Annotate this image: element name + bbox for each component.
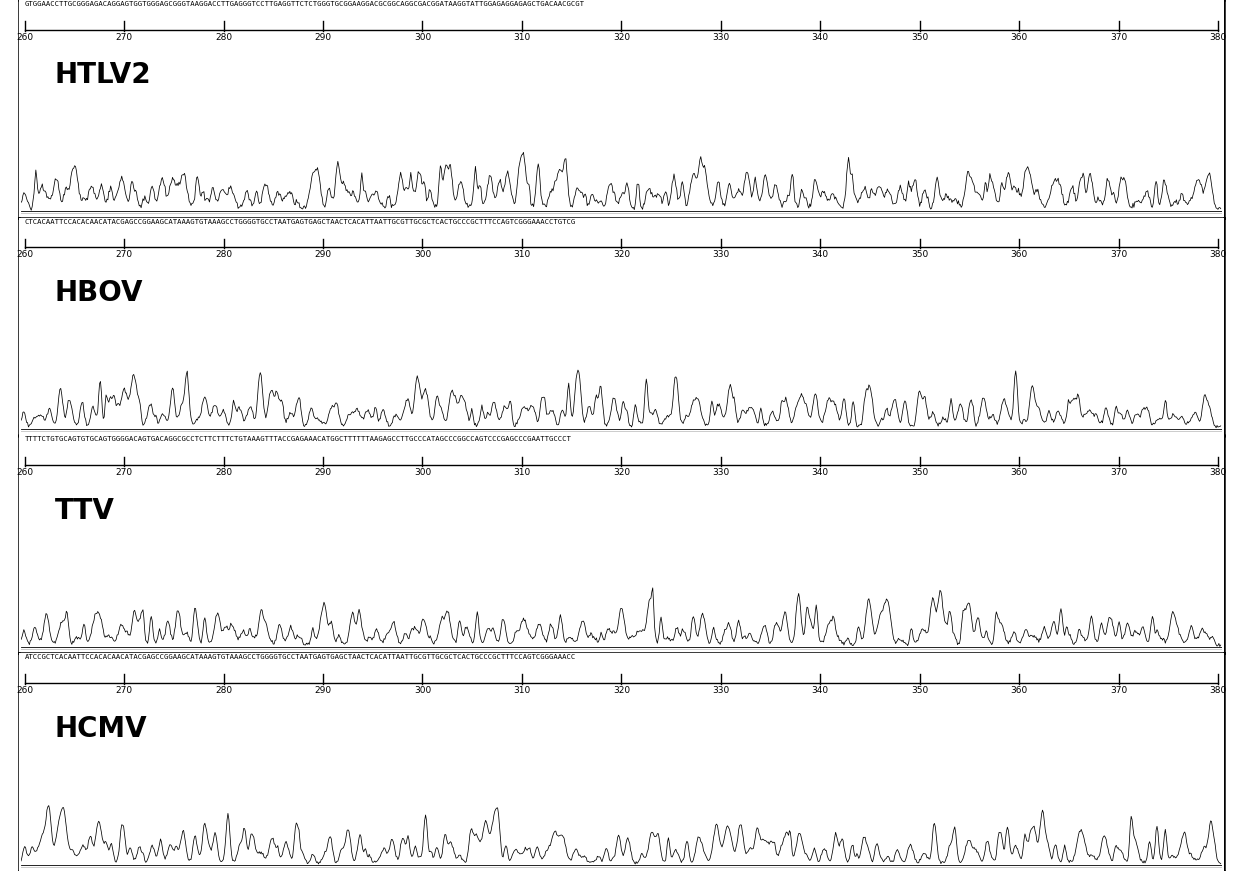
Text: CTCACAATTCCACACAACATACGAGCCGGAAGCATAAAGTGTAAAGCCTGGGGTGCCTAATGAGTGAGCTAACTCACATT: CTCACAATTCCACACAACATACGAGCCGGAAGCATAAAGT… [25, 219, 576, 225]
Text: 350: 350 [911, 250, 928, 260]
Text: 340: 340 [812, 468, 829, 477]
Text: 300: 300 [414, 32, 431, 42]
Text: 290: 290 [315, 685, 332, 695]
Text: 370: 370 [1110, 468, 1127, 477]
Text: 280: 280 [214, 468, 232, 477]
Text: 350: 350 [911, 32, 928, 42]
Text: 320: 320 [613, 32, 629, 42]
Text: 320: 320 [613, 685, 629, 695]
Text: 370: 370 [1110, 250, 1127, 260]
Text: 350: 350 [911, 468, 928, 477]
Text: 370: 370 [1110, 32, 1127, 42]
Text: HTLV2: HTLV2 [55, 62, 151, 90]
Text: 360: 360 [1011, 32, 1028, 42]
Text: 280: 280 [214, 32, 232, 42]
Text: TTTTCTGTGCAGTGTGCAGTGGGGACAGTGACAGGCGCCTCTTCTTTCTGTAAAGTTTACCGAGAAACATGGCTTTTTTA: TTTTCTGTGCAGTGTGCAGTGGGGACAGTGACAGGCGCCT… [25, 436, 571, 442]
Text: 260: 260 [16, 685, 33, 695]
Text: 310: 310 [513, 250, 530, 260]
Text: 330: 330 [712, 32, 730, 42]
Text: 260: 260 [16, 468, 33, 477]
Text: 330: 330 [712, 250, 730, 260]
Text: 300: 300 [414, 468, 431, 477]
Text: 260: 260 [16, 32, 33, 42]
Text: 310: 310 [513, 468, 530, 477]
Text: 310: 310 [513, 32, 530, 42]
Text: TTV: TTV [55, 497, 115, 525]
Text: 360: 360 [1011, 685, 1028, 695]
Text: 300: 300 [414, 685, 431, 695]
Text: 380: 380 [1209, 685, 1227, 695]
Text: 290: 290 [315, 468, 332, 477]
Text: 350: 350 [911, 685, 928, 695]
Text: 270: 270 [115, 32, 133, 42]
Text: 270: 270 [115, 468, 133, 477]
Text: ATCCGCTCACAATTCCACACAACATACGAGCCGGAAGCATAAAGTGTAAAGCCTGGGGTGCCTAATGAGTGAGCTAACTC: ATCCGCTCACAATTCCACACAACATACGAGCCGGAAGCAT… [25, 654, 576, 660]
Text: 270: 270 [115, 685, 133, 695]
Text: 300: 300 [414, 250, 431, 260]
Text: 340: 340 [812, 250, 829, 260]
Text: 320: 320 [613, 250, 629, 260]
Text: 290: 290 [315, 250, 332, 260]
Text: 290: 290 [315, 32, 332, 42]
Text: 340: 340 [812, 685, 829, 695]
Text: HCMV: HCMV [55, 715, 147, 743]
Text: 330: 330 [712, 468, 730, 477]
Text: 280: 280 [214, 685, 232, 695]
Text: 370: 370 [1110, 685, 1127, 695]
Text: 280: 280 [214, 250, 232, 260]
Text: 360: 360 [1011, 250, 1028, 260]
Text: 270: 270 [115, 250, 133, 260]
Text: 340: 340 [812, 32, 829, 42]
Text: 380: 380 [1209, 32, 1227, 42]
Text: 260: 260 [16, 250, 33, 260]
Text: 310: 310 [513, 685, 530, 695]
Text: 320: 320 [613, 468, 629, 477]
Text: HBOV: HBOV [55, 280, 144, 307]
Text: 330: 330 [712, 685, 730, 695]
Text: 380: 380 [1209, 250, 1227, 260]
Text: 360: 360 [1011, 468, 1028, 477]
Text: GTGGAACCTTGCGGGAGACAGGAGTGGTGGGAGCGGGTAAGGACCTTGAGGGTCCTTGAGGTTCTCTGGGTGCGGAAGGA: GTGGAACCTTGCGGGAGACAGGAGTGGTGGGAGCGGGTAA… [25, 1, 585, 7]
Text: 380: 380 [1209, 468, 1227, 477]
